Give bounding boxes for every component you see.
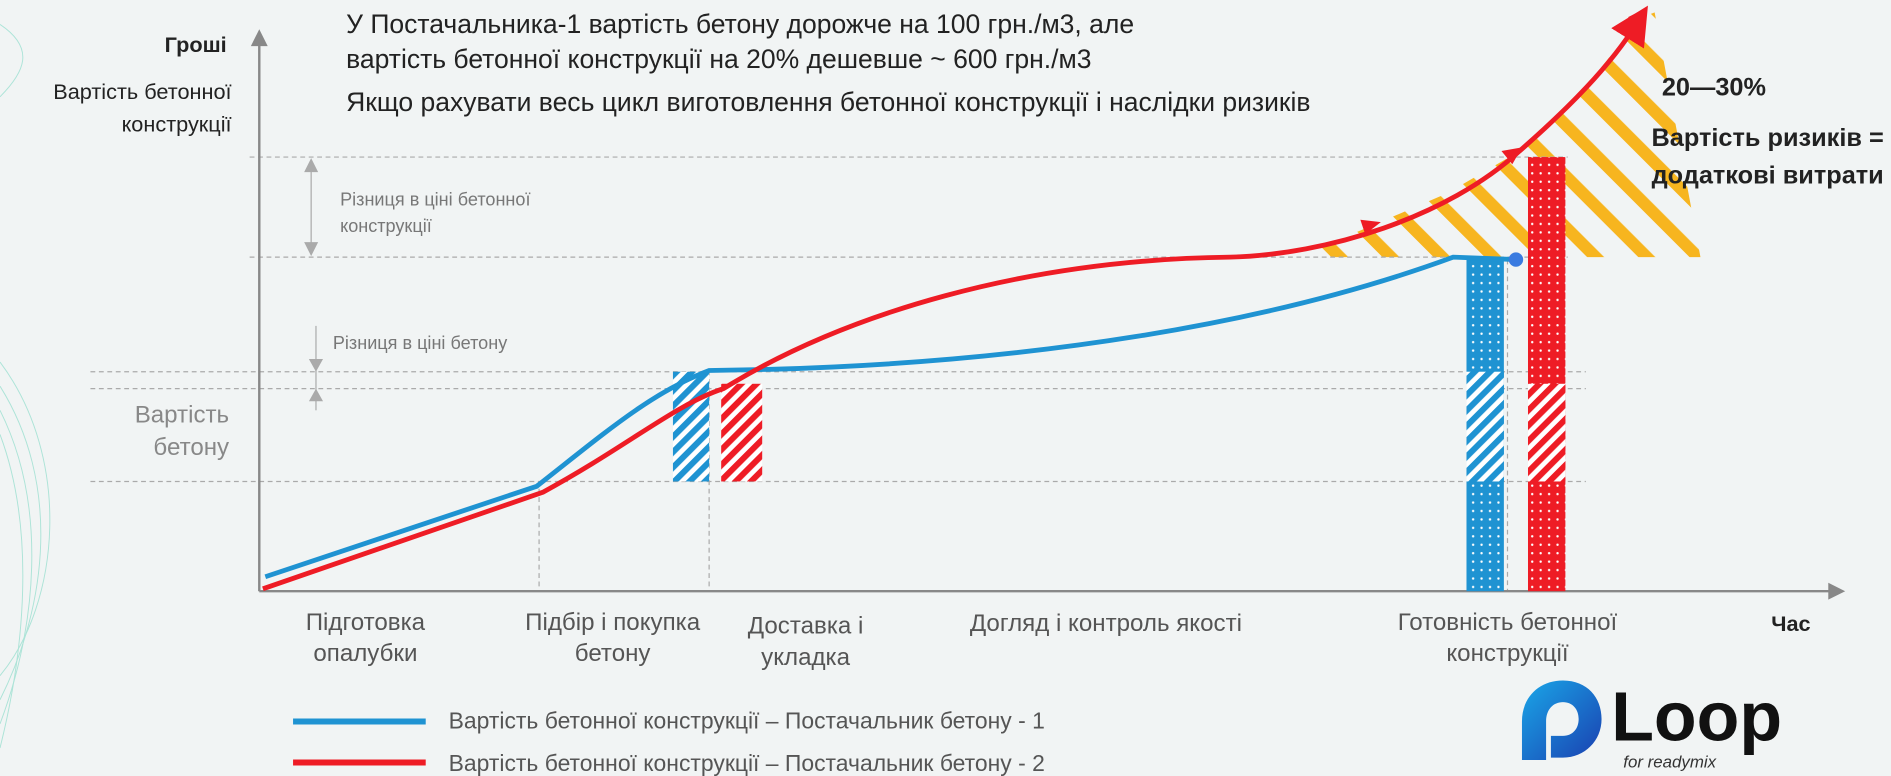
stage-label: Підготовка — [306, 609, 426, 636]
stage-label: конструкції — [1446, 640, 1569, 667]
annotation: Різниця в ціні бетонної — [340, 189, 530, 209]
axes — [250, 29, 1846, 600]
stage-label: Догляд і контроль якості — [970, 610, 1242, 637]
annotation: Вартість — [135, 401, 229, 428]
hatch-bar — [672, 371, 710, 482]
hatch-bar — [1466, 371, 1504, 482]
supplier-2-line — [262, 5, 1648, 592]
diff-arrows — [304, 158, 324, 411]
stage-label: бетону — [575, 640, 651, 667]
annotation: конструкції — [340, 216, 432, 236]
hatch-bar — [721, 383, 763, 482]
arrow-head — [1501, 147, 1522, 165]
stage-label: укладка — [761, 644, 850, 671]
risk-share: 20—30% — [1662, 74, 1766, 102]
stage-label: Доставка і — [748, 612, 864, 639]
risk-cost: Вартість ризиків = — [1652, 124, 1884, 152]
stage-label: опалубки — [313, 640, 417, 667]
stage-label: Підбір і покупка — [525, 609, 701, 636]
header-line: Якщо рахувати весь цикл виготовлення бет… — [346, 87, 1310, 117]
y-axis-subtitle: Вартість бетонної — [53, 79, 231, 104]
annotation: бетону — [153, 434, 229, 461]
header-line: вартість бетонної конструкції на 20% деш… — [346, 44, 1091, 74]
background-waves — [0, 23, 51, 749]
line-end — [1508, 252, 1524, 267]
arrow-head — [1628, 7, 1648, 30]
x-axis-title: Час — [1771, 611, 1810, 636]
hatch-bar — [1527, 383, 1566, 482]
logo-name: Loop — [1611, 678, 1782, 756]
logo-tagline: for readymix — [1623, 752, 1716, 771]
annotation: Різниця в ціні бетону — [333, 333, 507, 353]
y-axis-subtitle: конструкції — [122, 112, 232, 137]
risk-area — [1296, 12, 1701, 258]
supplier-1-line — [264, 254, 1517, 580]
legend-entry: Вартість бетонної конструкції – Постачал… — [449, 750, 1045, 776]
legend-entry: Вартість бетонної конструкції – Постачал… — [449, 708, 1045, 734]
header-line: У Постачальника-1 вартість бетону дорожч… — [346, 9, 1134, 39]
dotted-bar — [1527, 157, 1566, 592]
arrow-head — [1360, 219, 1381, 235]
y-axis-title: Гроші — [165, 32, 227, 57]
risk-cost: додаткові витрати — [1652, 162, 1884, 190]
logo: Loop for readymix — [1521, 678, 1782, 771]
stage-label: Готовність бетонної — [1398, 609, 1618, 636]
